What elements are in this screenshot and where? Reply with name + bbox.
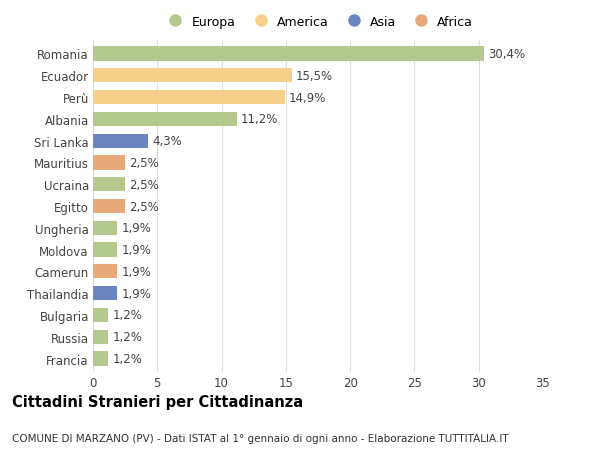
Text: 15,5%: 15,5% (296, 70, 333, 83)
Bar (93, 243, 118, 257)
Text: 2,5%: 2,5% (129, 179, 159, 191)
Text: 4,3%: 4,3% (152, 135, 182, 148)
Bar (93, 156, 125, 170)
Text: 1,9%: 1,9% (121, 222, 151, 235)
Bar (93, 178, 125, 192)
Bar (93, 69, 292, 83)
Text: COMUNE DI MARZANO (PV) - Dati ISTAT al 1° gennaio di ogni anno - Elaborazione TU: COMUNE DI MARZANO (PV) - Dati ISTAT al 1… (12, 433, 509, 442)
Text: 2,5%: 2,5% (129, 200, 159, 213)
Bar (93, 286, 118, 301)
Text: 14,9%: 14,9% (289, 91, 326, 104)
Bar (93, 47, 484, 62)
Bar (93, 308, 109, 322)
Bar (93, 352, 109, 366)
Text: 1,2%: 1,2% (112, 309, 142, 322)
Bar (93, 200, 125, 213)
Text: 1,9%: 1,9% (121, 265, 151, 278)
Legend: Europa, America, Asia, Africa: Europa, America, Asia, Africa (163, 16, 473, 28)
Text: 1,9%: 1,9% (121, 287, 151, 300)
Bar (93, 330, 109, 344)
Text: Cittadini Stranieri per Cittadinanza: Cittadini Stranieri per Cittadinanza (12, 394, 303, 409)
Text: 11,2%: 11,2% (241, 113, 278, 126)
Bar (93, 265, 118, 279)
Bar (93, 221, 118, 235)
Bar (93, 112, 237, 127)
Text: 1,9%: 1,9% (121, 244, 151, 257)
Bar (93, 91, 284, 105)
Text: 30,4%: 30,4% (488, 48, 525, 61)
Text: 1,2%: 1,2% (112, 352, 142, 365)
Bar (93, 134, 148, 148)
Text: 2,5%: 2,5% (129, 157, 159, 169)
Text: 1,2%: 1,2% (112, 330, 142, 343)
